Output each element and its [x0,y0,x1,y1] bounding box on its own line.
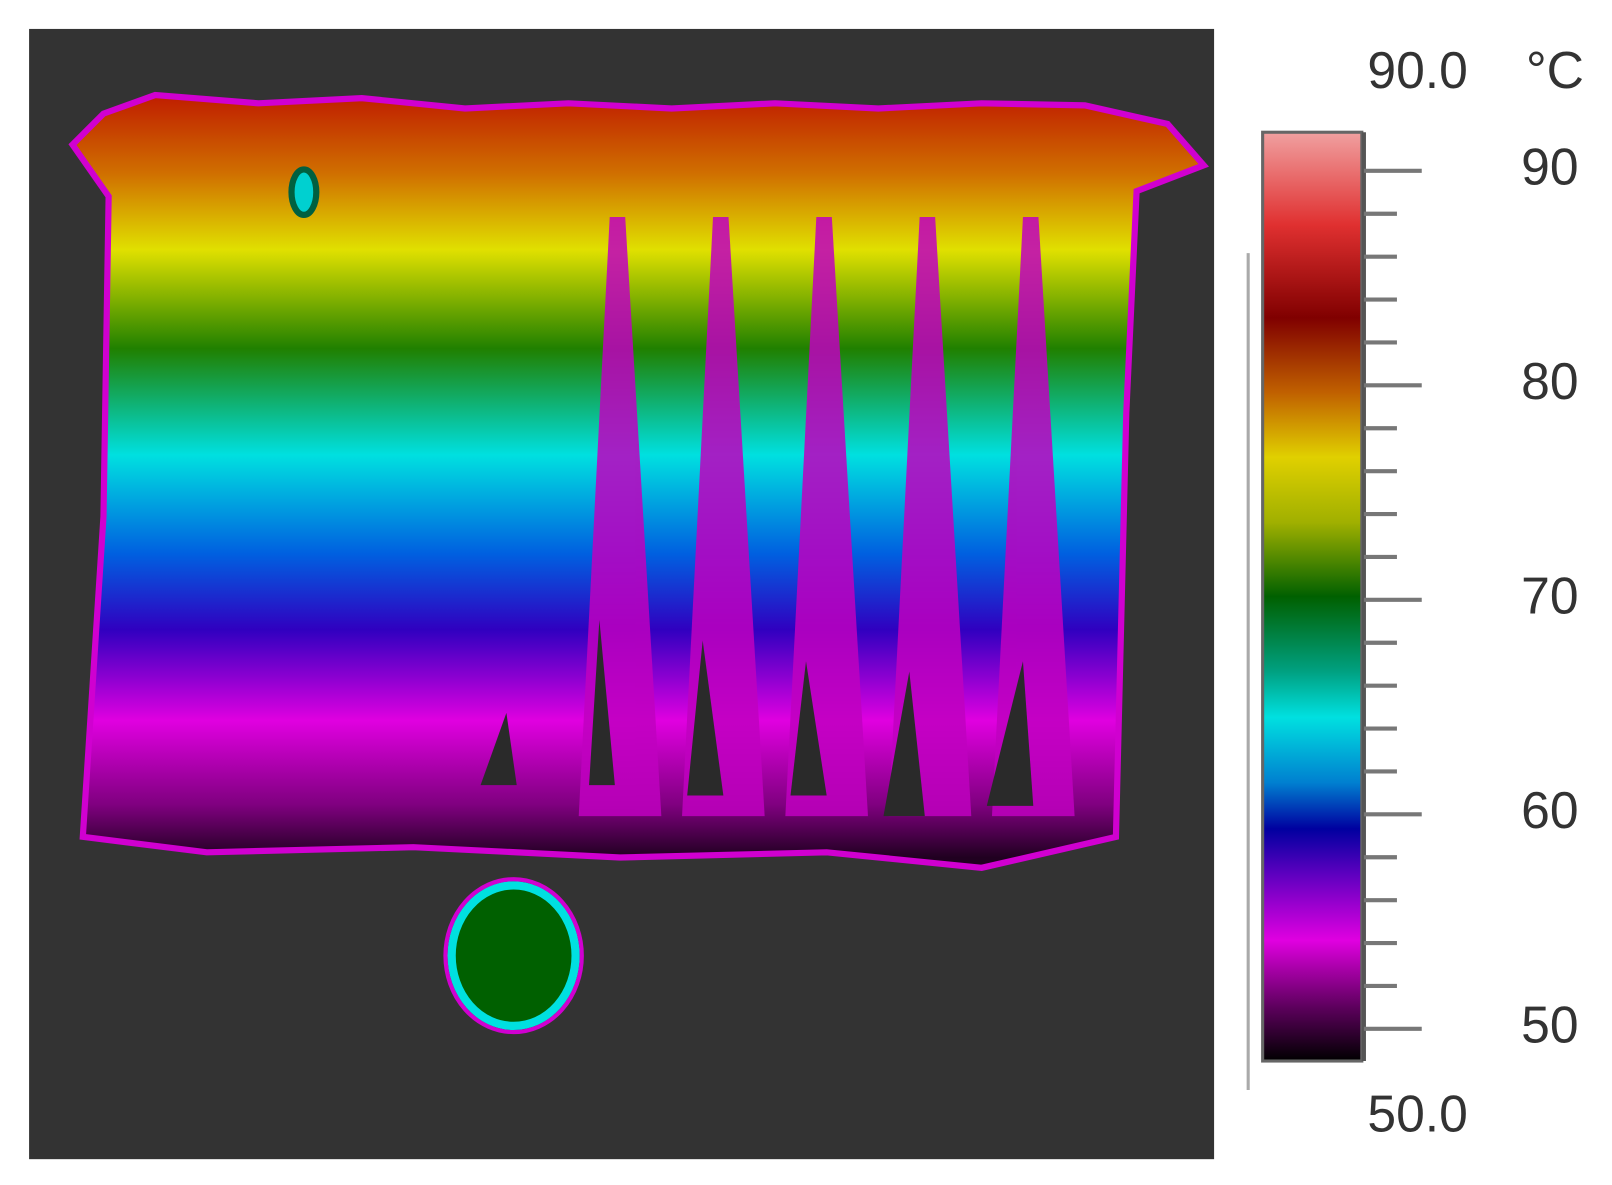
tick-label: 60 [1521,781,1578,839]
scale-unit: °C [1526,41,1584,99]
scale-min: 50.0 [1367,1084,1468,1142]
hot-spot [288,166,320,218]
tick-label: 90 [1521,137,1578,195]
round-object-edge [443,877,584,1035]
round-object [447,881,580,1031]
scale-max: 90.0 [1367,41,1468,99]
color-scale [1261,130,1364,1063]
tick-label: 70 [1521,566,1578,624]
fin-gaps [480,619,1034,817]
tick-label: 80 [1521,352,1578,410]
tick-label: 50 [1521,995,1578,1053]
